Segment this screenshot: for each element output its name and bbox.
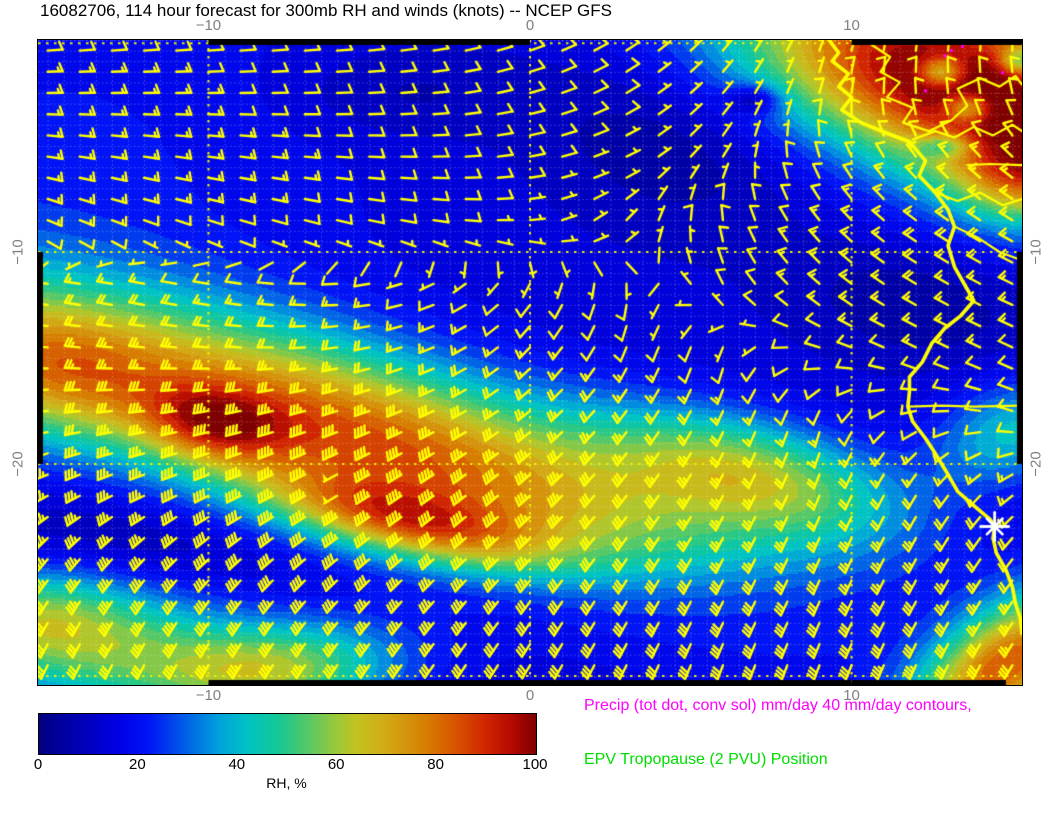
rh-colorbar	[38, 713, 537, 755]
axis-tick-label: 10	[843, 17, 860, 34]
axis-tick-label: −20	[1027, 451, 1045, 477]
colorbar-tick-label: 60	[327, 756, 345, 773]
legend-precip-text: Precip (tot dot, conv sol) mm/day 40 mm/…	[584, 697, 972, 714]
axis-tick-label: −10	[195, 687, 222, 704]
colorbar-tick-label: 0	[33, 756, 43, 773]
colorbar-tick-label: 100	[522, 756, 548, 773]
map-frame	[37, 39, 1023, 686]
colorbar-tick-label: 40	[228, 756, 246, 773]
colorbar-tick-label: 20	[129, 756, 146, 773]
axis-tick-label: −20	[9, 451, 27, 477]
axis-tick-label: 10	[843, 687, 860, 704]
colorbar-tick-label: 80	[427, 756, 444, 773]
axis-tick-label: −10	[195, 17, 222, 34]
axis-tick-label: 0	[525, 687, 535, 704]
axis-tick-label: −10	[1027, 239, 1045, 265]
figure-title: 16082706, 114 hour forecast for 300mb RH…	[40, 1, 612, 20]
colorbar-label: RH, %	[266, 775, 307, 791]
legend-epv-text: EPV Tropopause (2 PVU) Position	[584, 751, 828, 768]
axis-tick-label: 0	[525, 17, 535, 34]
rh-wind-map-canvas	[38, 40, 1022, 685]
colorbar-gradient	[39, 714, 536, 754]
axis-tick-label: −10	[9, 239, 27, 265]
